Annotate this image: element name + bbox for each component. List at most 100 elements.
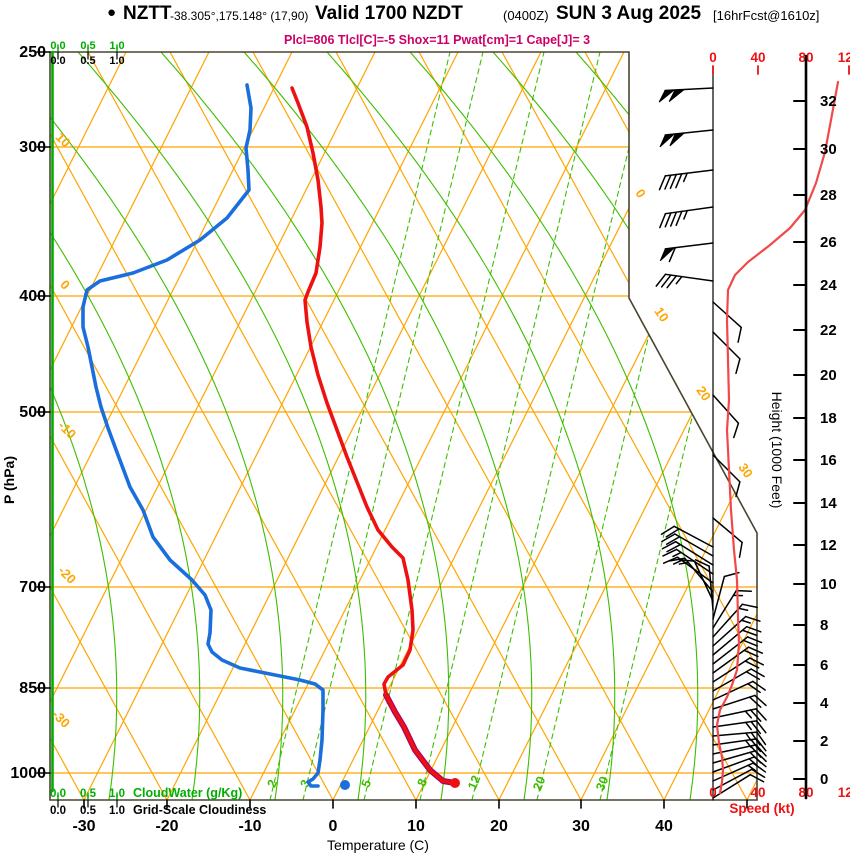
wind-barb <box>712 603 758 638</box>
svg-text:32: 32 <box>820 93 837 110</box>
svg-text:22: 22 <box>820 322 837 339</box>
temperature-curve <box>290 86 457 785</box>
wind-barb <box>694 559 714 611</box>
surface-dots <box>340 778 460 790</box>
pressure-lines <box>50 146 757 774</box>
svg-text:0.5: 0.5 <box>80 40 95 52</box>
svg-text:3: 3 <box>297 778 313 790</box>
svg-text:1000: 1000 <box>10 765 46 782</box>
station-coords: -38.305°,175.148° (17,90) <box>170 9 309 23</box>
svg-text:1.0: 1.0 <box>109 55 124 67</box>
svg-text:0.0: 0.0 <box>50 55 65 67</box>
svg-text:250: 250 <box>19 44 46 61</box>
svg-text:18: 18 <box>820 410 837 427</box>
svg-text:0.5: 0.5 <box>80 788 97 800</box>
speed-axis: 0040408080120120Speed (kt) <box>709 50 850 816</box>
wind-barb <box>712 720 767 735</box>
svg-text:1.0: 1.0 <box>109 40 124 52</box>
svg-text:0: 0 <box>632 186 648 201</box>
plot-border <box>49 51 758 801</box>
wind-barb <box>712 668 765 692</box>
wind-barb <box>712 454 741 498</box>
svg-text:30: 30 <box>572 818 590 835</box>
svg-text:8: 8 <box>414 777 430 789</box>
svg-text:10: 10 <box>820 576 837 593</box>
surface-temperature-dot <box>450 778 460 788</box>
wind-barb <box>659 206 714 229</box>
svg-text:-20: -20 <box>55 563 79 587</box>
wind-barb <box>658 87 714 103</box>
wind-barb <box>712 708 767 722</box>
wind-barb <box>712 517 743 558</box>
wind-barb <box>669 557 714 593</box>
svg-text:850: 850 <box>19 680 46 697</box>
wind-barb <box>712 331 741 375</box>
svg-text:700: 700 <box>19 579 46 596</box>
svg-text:16: 16 <box>820 452 837 469</box>
wind-barb <box>659 129 714 148</box>
svg-text:2: 2 <box>820 733 828 750</box>
svg-text:40: 40 <box>655 818 673 835</box>
svg-text:0: 0 <box>709 785 717 800</box>
svg-text:24: 24 <box>820 277 837 294</box>
svg-text:2: 2 <box>264 778 280 790</box>
svg-text:Temperature (C): Temperature (C) <box>327 837 429 853</box>
svg-text:20: 20 <box>693 383 714 403</box>
svg-text:0.5: 0.5 <box>80 55 95 67</box>
svg-text:14: 14 <box>820 495 837 512</box>
surface-dewpoint-dot <box>340 780 350 790</box>
station-bullet-icon: ● <box>107 4 117 21</box>
wind-barb <box>678 559 714 602</box>
svg-text:26: 26 <box>820 234 837 251</box>
wind-speed-curve <box>715 80 840 795</box>
svg-text:-30: -30 <box>72 818 95 835</box>
wind-barb <box>661 533 714 557</box>
forecast-hour: [16hrFcst@1610z] <box>713 8 820 23</box>
svg-text:12: 12 <box>465 773 483 791</box>
svg-text:0.0: 0.0 <box>50 805 66 817</box>
svg-text:4: 4 <box>820 695 829 712</box>
svg-text:10: 10 <box>407 818 425 835</box>
svg-text:1.0: 1.0 <box>109 788 125 800</box>
svg-text:12: 12 <box>820 537 837 554</box>
svg-text:20: 20 <box>820 367 837 384</box>
svg-text:Speed (kt): Speed (kt) <box>729 801 794 816</box>
svg-text:-10: -10 <box>55 418 79 442</box>
svg-text:30: 30 <box>593 774 611 792</box>
wind-barb <box>712 657 765 683</box>
wind-barb <box>712 394 740 439</box>
svg-text:0: 0 <box>57 277 73 293</box>
wind-barb <box>712 762 767 782</box>
svg-text:120: 120 <box>838 50 850 65</box>
svg-text:1.0: 1.0 <box>109 805 125 817</box>
wind-barb <box>712 615 761 647</box>
svg-text:Height (1000 Feet): Height (1000 Feet) <box>769 392 785 509</box>
svg-text:30: 30 <box>735 460 756 480</box>
svg-text:-10: -10 <box>238 818 261 835</box>
wind-barb <box>712 694 767 710</box>
dewpoint-curve <box>81 83 325 788</box>
wind-barb <box>712 625 762 656</box>
temperature-axis: -30 -20 -10 0 10 20 30 40 Temperature (C) <box>72 799 748 853</box>
svg-text:0.0: 0.0 <box>50 40 65 52</box>
station-id: NZTT <box>123 3 172 24</box>
svg-text:120: 120 <box>838 785 850 800</box>
wind-barb <box>712 636 763 665</box>
svg-text:400: 400 <box>19 288 46 305</box>
wind-barb-column <box>655 65 767 801</box>
svg-text:40: 40 <box>750 785 765 800</box>
wind-barb <box>655 273 714 289</box>
svg-text:500: 500 <box>19 404 46 421</box>
svg-text:10: 10 <box>651 304 672 324</box>
svg-text:30: 30 <box>820 141 837 158</box>
cloud-scales: 0.0 0.0 0.0 0.0 0.5 0.5 0.5 0.5 1.0 1.0 1.0 1.0 Clou… <box>50 40 266 817</box>
wind-barb <box>659 242 714 263</box>
wind-barb <box>712 768 766 791</box>
svg-text:8: 8 <box>820 617 828 634</box>
valid-time: Valid 1700 NZDT <box>315 3 463 24</box>
wind-barb <box>658 169 714 191</box>
